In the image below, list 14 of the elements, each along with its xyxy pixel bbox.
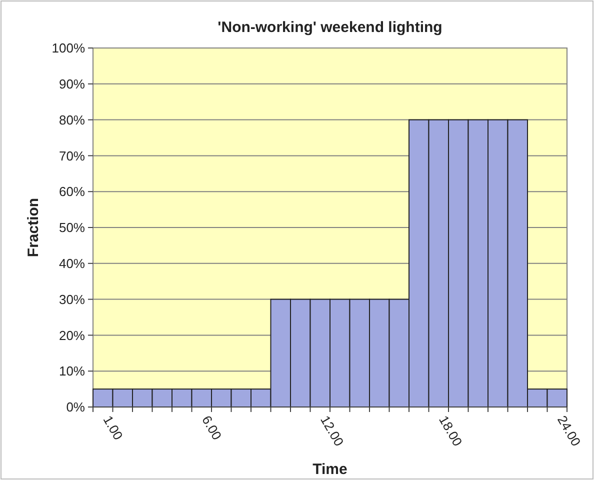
- y-tick-label: 50%: [58, 220, 86, 236]
- y-tick-label: 70%: [58, 148, 86, 164]
- y-tick-label: 20%: [58, 328, 86, 343]
- x-axis-title: Time: [312, 461, 348, 478]
- y-tick-label: 10%: [58, 364, 86, 379]
- y-tick-label: 100%: [52, 40, 86, 56]
- y-axis-title: Fraction: [25, 198, 42, 258]
- chart-title: 'Non-working' weekend lighting: [218, 19, 442, 36]
- y-tick-label: 30%: [58, 292, 86, 307]
- y-tick-label: 90%: [58, 76, 86, 92]
- y-tick-label: 80%: [58, 112, 86, 128]
- y-tick-label: 60%: [58, 184, 86, 200]
- y-tick-label: 40%: [58, 256, 86, 271]
- y-tick-label: 0%: [66, 400, 86, 415]
